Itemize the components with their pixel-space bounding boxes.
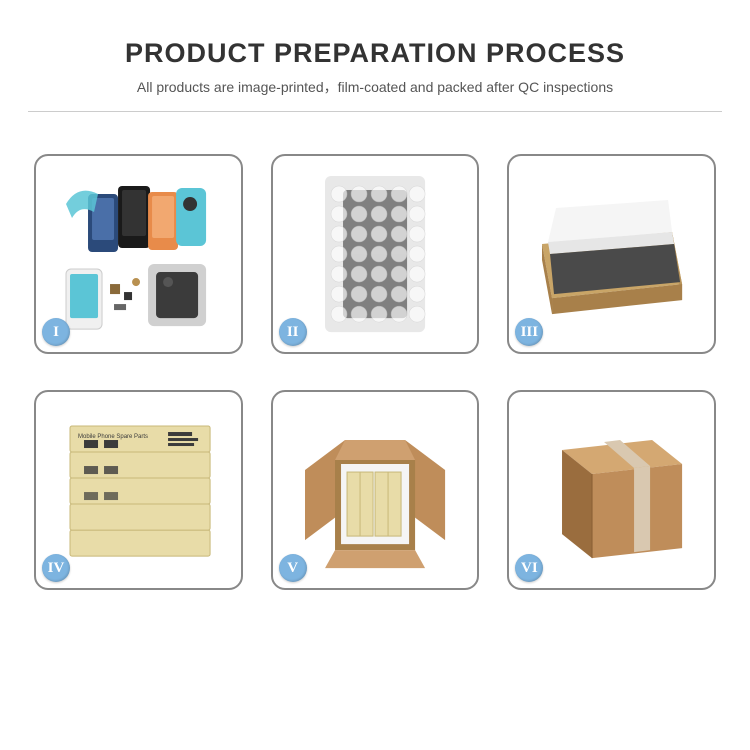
process-grid: I <box>28 154 722 590</box>
open-carton-illustration <box>285 404 465 576</box>
step-badge: I <box>42 318 70 346</box>
step-parts: I <box>34 154 243 354</box>
page-subtitle: All products are image-printed，film-coat… <box>28 77 722 97</box>
sealed-carton-illustration <box>522 404 702 576</box>
step-numeral: III <box>521 324 539 341</box>
step-sealed-carton: VI <box>507 390 716 590</box>
inner-box-illustration <box>522 168 702 340</box>
step-numeral: II <box>287 324 299 341</box>
step-badge: IV <box>42 554 70 582</box>
bubble-illustration <box>285 168 465 340</box>
stacked-illustration: Mobile Phone Spare Parts <box>48 404 228 576</box>
step-bubble-wrap: II <box>271 154 480 354</box>
parts-illustration <box>48 168 228 340</box>
step-carton-open: V <box>271 390 480 590</box>
divider <box>28 111 722 112</box>
step-numeral: VI <box>521 560 538 577</box>
step-numeral: IV <box>48 560 65 577</box>
step-numeral: I <box>53 324 59 341</box>
page-title: PRODUCT PREPARATION PROCESS <box>28 38 722 69</box>
step-stacked-boxes: Mobile Phone Spare Parts IV <box>34 390 243 590</box>
step-inner-box: III <box>507 154 716 354</box>
step-numeral: V <box>287 560 298 577</box>
step-badge: II <box>279 318 307 346</box>
svg-text:Mobile Phone Spare Parts: Mobile Phone Spare Parts <box>78 434 148 440</box>
step-badge: V <box>279 554 307 582</box>
